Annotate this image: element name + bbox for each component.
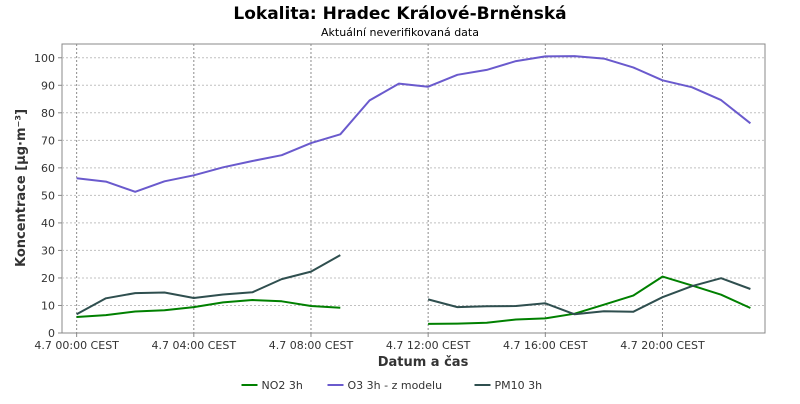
y-axis-label: Koncentrace [µg·m⁻³] — [14, 109, 29, 267]
series-layer — [76, 55, 752, 325]
legend-label-no2: NO2 3h — [262, 379, 303, 392]
chart-subtitle: Aktuální neverifikovaná data — [321, 26, 479, 39]
legend-label-o3: O3 3h - z modelu — [348, 379, 443, 392]
y-tick-label: 40 — [41, 217, 55, 230]
chart-title: Lokalita: Hradec Králové-Brněnská — [233, 4, 566, 24]
y-tick-label: 90 — [41, 79, 55, 92]
y-tick-label: 30 — [41, 244, 55, 257]
x-tick-label: 4.7 00:00 CEST — [34, 339, 119, 352]
legend-label-pm10: PM10 3h — [495, 379, 543, 392]
x-axis: 4.7 00:00 CEST 4.7 04:00 CEST 4.7 08:00 CE… — [34, 333, 705, 352]
series-line-o3 — [76, 55, 752, 193]
plot-area — [61, 43, 766, 334]
y-tick-label: 10 — [41, 299, 55, 312]
y-tick-label: 20 — [41, 272, 55, 285]
x-axis-label: Datum a čas — [378, 355, 469, 370]
y-tick-label: 80 — [41, 107, 55, 120]
y-axis: 0 10 20 30 40 50 60 70 80 90 100 — [34, 52, 62, 340]
x-tick-label: 4.7 16:00 CEST — [503, 339, 588, 352]
x-tick-label: 4.7 20:00 CEST — [620, 339, 705, 352]
series-line-pm10 — [76, 254, 751, 316]
legend: NO2 3h O3 3h - z modelu PM10 3h — [241, 379, 543, 392]
grid-lines — [62, 44, 765, 333]
y-tick-label: 70 — [41, 134, 55, 147]
y-tick-label: 0 — [48, 327, 55, 340]
y-tick-label: 100 — [34, 52, 55, 65]
x-tick-label: 4.7 04:00 CEST — [152, 339, 237, 352]
y-tick-label: 50 — [41, 189, 55, 202]
x-tick-label: 4.7 08:00 CEST — [269, 339, 354, 352]
x-tick-label: 4.7 12:00 CEST — [386, 339, 471, 352]
y-tick-label: 60 — [41, 162, 55, 175]
series-line-no2 — [76, 275, 751, 325]
